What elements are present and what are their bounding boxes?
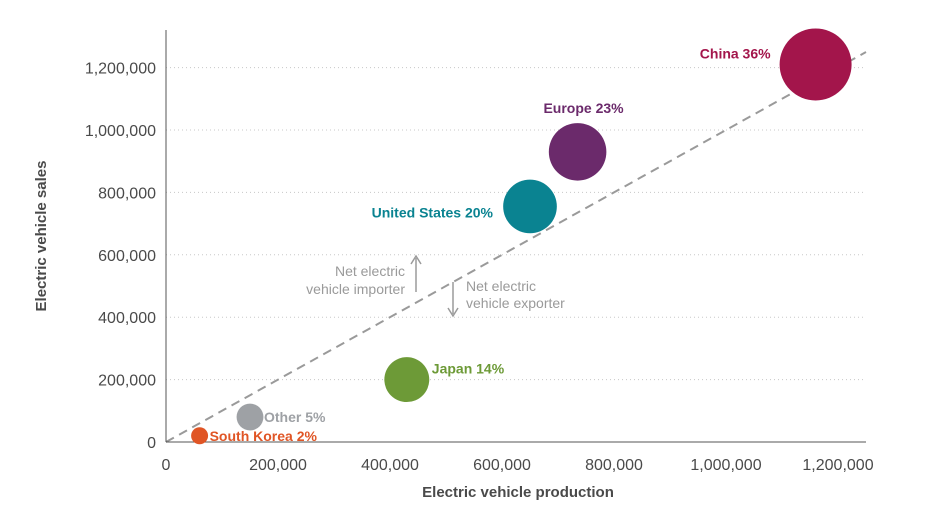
x-axis-title: Electric vehicle production [422,484,614,501]
parity-line [165,51,867,443]
y-tick-label: 600,000 [98,248,156,265]
bubble-label: Japan 14% [432,361,505,377]
y-tick-label: 800,000 [98,185,156,202]
x-tick-label: 1,000,000 [690,457,761,474]
bubble-europe [548,123,607,181]
x-tick-label: 200,000 [249,457,307,474]
importer-annotation-line-1: Net electric [335,263,405,279]
exporter-annotation-line-1: Net electric [466,278,536,294]
exporter-annotation-line-2: vehicle exporter [466,295,565,311]
bubble-south-korea [191,427,209,445]
importer-annotation: Net electric vehicle importer [306,254,422,297]
bubble-other [236,403,264,431]
y-tick-labels: 0 200,000 400,000 600,000 800,000 1,000,000 1,… [85,61,156,452]
y-axis-title: Electric vehicle sales [33,161,50,312]
down-arrowhead-icon [447,307,459,318]
exporter-annotation: Net electric vehicle exporter [447,278,565,318]
x-tick-label: 0 [162,457,171,474]
y-tick-label: 1,000,000 [85,123,156,140]
x-tick-label: 1,200,000 [802,457,873,474]
y-tick-label: 0 [147,435,156,452]
importer-annotation-line-2: vehicle importer [306,281,405,297]
bubble-japan [384,357,430,403]
x-tick-label: 400,000 [361,457,419,474]
bubble-label: China 36% [700,45,771,61]
bubble-label: South Korea 2% [210,428,318,444]
bubble-label: Europe 23% [543,100,624,116]
y-tick-label: 400,000 [98,310,156,327]
bubbles [191,28,852,445]
up-arrowhead-icon [410,254,422,265]
gridlines [166,67,866,381]
bubble-labels: China 36% Europe 23% United States 20% Japa… [210,45,772,443]
bubble-china [779,28,852,101]
y-tick-label: 200,000 [98,373,156,390]
bubble-united-states [503,179,557,234]
x-tick-label: 800,000 [585,457,643,474]
x-tick-label: 600,000 [473,457,531,474]
x-tick-labels: 0 200,000 400,000 600,000 800,000 1,000,000 1,… [162,457,874,474]
y-tick-label: 1,200,000 [85,61,156,78]
bubble-label: United States 20% [372,204,494,220]
bubble-label: Other 5% [264,409,326,425]
